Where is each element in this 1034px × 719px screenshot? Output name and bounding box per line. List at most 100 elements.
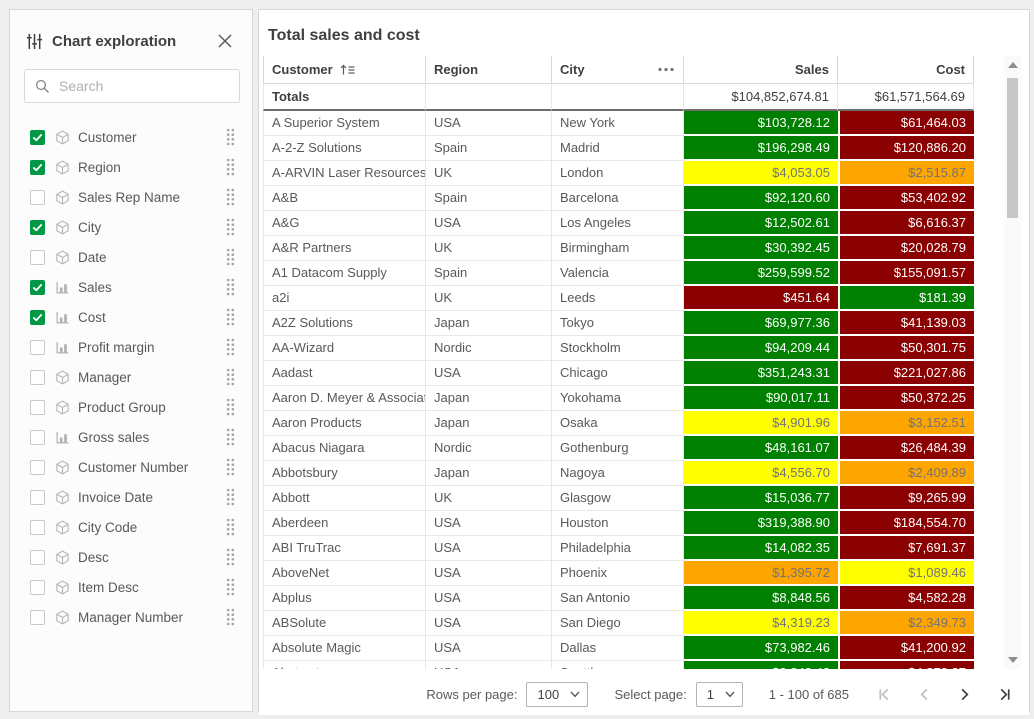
cell-customer[interactable]: a2i: [263, 286, 426, 311]
cell-customer[interactable]: ABSolute: [263, 611, 426, 636]
drag-handle-icon[interactable]: [226, 488, 235, 506]
checkbox[interactable]: [30, 249, 45, 265]
sort-ascending-icon[interactable]: [340, 64, 356, 76]
drag-handle-icon[interactable]: [226, 248, 235, 266]
checkbox[interactable]: [30, 219, 45, 235]
drag-handle-icon[interactable]: [226, 368, 235, 386]
cell-region[interactable]: USA: [426, 611, 552, 636]
cell-city[interactable]: Gothenburg: [552, 436, 684, 461]
field-item-manager-number[interactable]: Manager Number: [10, 602, 252, 632]
field-item-gross-sales[interactable]: Gross sales: [10, 422, 252, 452]
cell-city[interactable]: Phoenix: [552, 561, 684, 586]
drag-handle-icon[interactable]: [226, 548, 235, 566]
drag-handle-icon[interactable]: [226, 158, 235, 176]
cell-customer[interactable]: Abplus: [263, 586, 426, 611]
drag-handle-icon[interactable]: [226, 458, 235, 476]
checkbox[interactable]: [30, 279, 45, 295]
cell-city[interactable]: San Diego: [552, 611, 684, 636]
cell-city[interactable]: Chicago: [552, 361, 684, 386]
cell-customer[interactable]: Aaron Products: [263, 411, 426, 436]
first-page-icon[interactable]: [875, 685, 893, 703]
field-item-region[interactable]: Region: [10, 152, 252, 182]
cell-customer[interactable]: Abstract: [263, 661, 426, 669]
cell-region[interactable]: Nordic: [426, 436, 552, 461]
cell-customer[interactable]: A Superior System: [263, 111, 426, 136]
vertical-scrollbar[interactable]: [1004, 56, 1021, 669]
cell-region[interactable]: Japan: [426, 461, 552, 486]
previous-page-icon[interactable]: [915, 685, 933, 703]
cell-region[interactable]: Japan: [426, 311, 552, 336]
column-menu-icon[interactable]: [657, 67, 675, 72]
field-item-product-group[interactable]: Product Group: [10, 392, 252, 422]
drag-handle-icon[interactable]: [226, 308, 235, 326]
checkbox[interactable]: [30, 369, 45, 385]
cell-customer[interactable]: ABI TruTrac: [263, 536, 426, 561]
cell-city[interactable]: Barcelona: [552, 186, 684, 211]
cell-customer[interactable]: AA-Wizard: [263, 336, 426, 361]
cell-city[interactable]: London: [552, 161, 684, 186]
checkbox[interactable]: [30, 519, 45, 535]
cell-city[interactable]: Birmingham: [552, 236, 684, 261]
cell-customer[interactable]: AboveNet: [263, 561, 426, 586]
cell-region[interactable]: UK: [426, 236, 552, 261]
cell-region[interactable]: USA: [426, 586, 552, 611]
cell-city[interactable]: San Antonio: [552, 586, 684, 611]
close-icon[interactable]: [214, 30, 236, 52]
checkbox[interactable]: [30, 459, 45, 475]
cell-city[interactable]: Tokyo: [552, 311, 684, 336]
cell-city[interactable]: Leeds: [552, 286, 684, 311]
field-item-customer-number[interactable]: Customer Number: [10, 452, 252, 482]
checkbox[interactable]: [30, 489, 45, 505]
checkbox[interactable]: [30, 129, 45, 145]
cell-customer[interactable]: Aaron D. Meyer & Associates: [263, 386, 426, 411]
field-item-sales-rep-name[interactable]: Sales Rep Name: [10, 182, 252, 212]
checkbox[interactable]: [30, 609, 45, 625]
drag-handle-icon[interactable]: [226, 578, 235, 596]
drag-handle-icon[interactable]: [226, 128, 235, 146]
column-header-sales[interactable]: Sales: [684, 56, 838, 84]
field-item-city[interactable]: City: [10, 212, 252, 242]
cell-region[interactable]: UK: [426, 161, 552, 186]
checkbox[interactable]: [30, 549, 45, 565]
drag-handle-icon[interactable]: [226, 608, 235, 626]
cell-city[interactable]: Stockholm: [552, 336, 684, 361]
cell-city[interactable]: Seattle: [552, 661, 684, 669]
cell-city[interactable]: Dallas: [552, 636, 684, 661]
cell-region[interactable]: USA: [426, 636, 552, 661]
field-item-city-code[interactable]: City Code: [10, 512, 252, 542]
cell-customer[interactable]: Abacus Niagara: [263, 436, 426, 461]
cell-region[interactable]: USA: [426, 561, 552, 586]
drag-handle-icon[interactable]: [226, 338, 235, 356]
cell-customer[interactable]: A-ARVIN Laser Resources: [263, 161, 426, 186]
search-input[interactable]: [59, 78, 219, 94]
cell-city[interactable]: Madrid: [552, 136, 684, 161]
column-header-region[interactable]: Region: [426, 56, 552, 84]
cell-region[interactable]: Nordic: [426, 336, 552, 361]
cell-region[interactable]: UK: [426, 486, 552, 511]
column-header-cost[interactable]: Cost: [838, 56, 974, 84]
cell-city[interactable]: Houston: [552, 511, 684, 536]
cell-region[interactable]: USA: [426, 536, 552, 561]
cell-region[interactable]: UK: [426, 286, 552, 311]
field-item-profit-margin[interactable]: Profit margin: [10, 332, 252, 362]
scroll-down-icon[interactable]: [1004, 653, 1021, 667]
cell-city[interactable]: New York: [552, 111, 684, 136]
cell-customer[interactable]: A1 Datacom Supply: [263, 261, 426, 286]
field-item-invoice-date[interactable]: Invoice Date: [10, 482, 252, 512]
checkbox[interactable]: [30, 429, 45, 445]
checkbox[interactable]: [30, 189, 45, 205]
checkbox[interactable]: [30, 309, 45, 325]
cell-region[interactable]: USA: [426, 661, 552, 669]
drag-handle-icon[interactable]: [226, 218, 235, 236]
drag-handle-icon[interactable]: [226, 398, 235, 416]
cell-region[interactable]: Spain: [426, 136, 552, 161]
field-item-manager[interactable]: Manager: [10, 362, 252, 392]
drag-handle-icon[interactable]: [226, 518, 235, 536]
field-item-desc[interactable]: Desc: [10, 542, 252, 572]
cell-customer[interactable]: A2Z Solutions: [263, 311, 426, 336]
scroll-up-icon[interactable]: [1004, 58, 1021, 72]
cell-city[interactable]: Nagoya: [552, 461, 684, 486]
column-header-city[interactable]: City: [552, 56, 684, 84]
cell-customer[interactable]: A&R Partners: [263, 236, 426, 261]
cell-region[interactable]: USA: [426, 211, 552, 236]
